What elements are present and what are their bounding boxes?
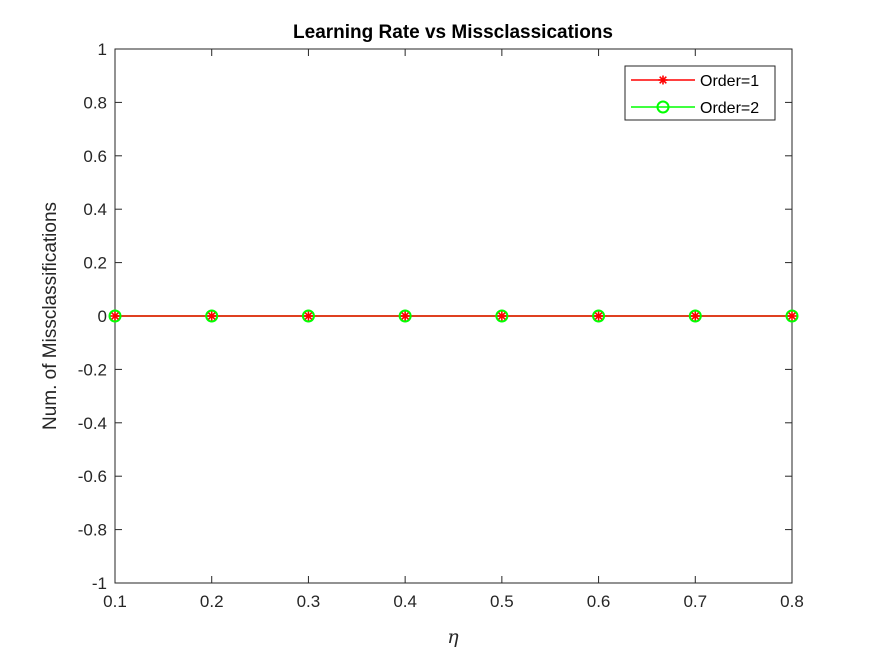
legend-marker (658, 75, 668, 85)
data-point (594, 311, 604, 321)
asterisk-stroke (207, 312, 216, 320)
y-tick-label: 0.8 (83, 93, 107, 112)
x-tick-label: 0.6 (587, 592, 611, 611)
data-point (400, 311, 410, 321)
x-tick-label: 0.1 (103, 592, 127, 611)
x-axis-tick-labels: 0.1 0.2 0.3 0.4 0.5 0.6 0.7 0.8 (103, 592, 804, 611)
legend-label: Order=1 (700, 73, 759, 90)
x-tick-label: 0.7 (683, 592, 707, 611)
data-point (592, 309, 606, 323)
series-1-markers (110, 311, 797, 321)
data-point (688, 309, 702, 323)
x-tick-label: 0.5 (490, 592, 514, 611)
legend-label: Order=2 (700, 100, 759, 117)
x-tick-label: 0.3 (297, 592, 321, 611)
legend-entry-1: Order=1 (631, 73, 759, 90)
legend-box (624, 65, 776, 121)
x-tick-label: 0.2 (200, 592, 224, 611)
y-tick-label: -0.8 (78, 521, 107, 540)
x-tick-label: 0.4 (393, 592, 417, 611)
asterisk-stroke (497, 312, 506, 320)
data-point (787, 311, 797, 321)
asterisk-stroke (304, 312, 313, 320)
series-layer (108, 309, 799, 323)
chart-title: Learning Rate vs Missclassications (293, 22, 613, 43)
y-tick-label: -0.4 (78, 414, 107, 433)
asterisk-stroke (111, 312, 119, 320)
asterisk-stroke (594, 312, 603, 320)
y-tick-label: -1 (92, 574, 107, 593)
data-point (301, 309, 315, 323)
series-2-markers (108, 309, 799, 323)
asterisk-stroke (401, 312, 410, 320)
y-tick-label: 0.2 (83, 254, 107, 273)
data-point (108, 309, 122, 323)
asterisk-stroke (691, 312, 700, 320)
asterisk-stroke (788, 312, 796, 320)
data-point (785, 309, 799, 323)
x-tick-label: 0.8 (780, 592, 804, 611)
asterisk-stroke (659, 76, 667, 84)
data-point (303, 311, 313, 321)
x-axis-label: η (447, 626, 459, 648)
y-tick-label: 0.6 (83, 147, 107, 166)
y-tick-label: 0.4 (83, 200, 107, 219)
data-point (497, 311, 507, 321)
data-point (495, 309, 509, 323)
legend: Order=1 Order=2 (624, 65, 776, 121)
legend-marker (656, 100, 670, 114)
data-point (207, 311, 217, 321)
data-point (690, 311, 700, 321)
data-point (205, 309, 219, 323)
y-tick-label: -0.2 (78, 360, 107, 379)
y-tick-label: 0 (98, 307, 107, 326)
y-tick-label: 1 (98, 40, 107, 59)
axis-ticks (114, 48, 793, 584)
y-tick-label: -0.6 (78, 467, 107, 486)
legend-entry-2: Order=2 (631, 100, 759, 117)
y-axis-tick-labels: -1 -0.8 -0.6 -0.4 -0.2 0 0.2 0.4 0.6 0.8 1 (78, 40, 107, 593)
data-point (398, 309, 412, 323)
data-point (110, 311, 120, 321)
legend-entries: Order=1 Order=2 (631, 73, 759, 117)
y-axis-label: Num. of Missclassifications (40, 202, 61, 430)
